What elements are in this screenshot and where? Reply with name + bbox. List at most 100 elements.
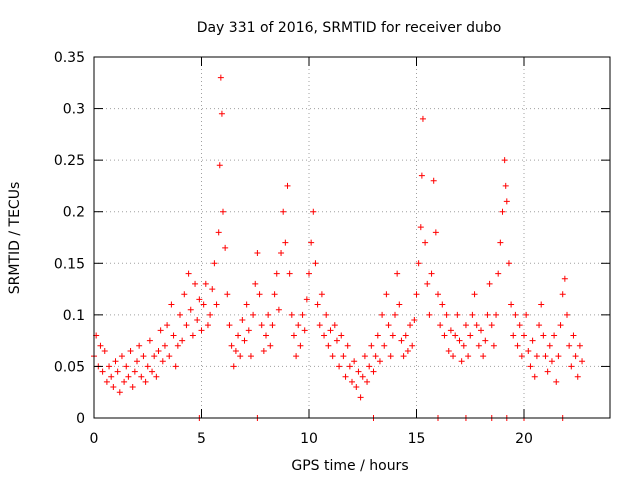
data-point [551,332,558,339]
data-point [265,311,272,318]
data-point [501,157,508,164]
data-point [144,363,151,370]
data-point [396,301,403,308]
data-point [297,342,304,349]
data-point [482,337,489,344]
data-point [218,110,225,117]
data-point [574,373,581,380]
data-point [97,342,104,349]
data-point [258,322,265,329]
data-point [538,301,545,308]
data-point [359,373,366,380]
data-point [114,368,121,375]
data-point [108,373,115,380]
data-point [327,327,334,334]
data-point [480,353,487,360]
data-point [447,327,454,334]
data-point [502,182,509,189]
data-point [495,270,502,277]
y-tick-label: 0 [76,411,85,427]
data-point [168,301,175,308]
data-point [215,229,222,236]
data-point [310,208,317,215]
data-point [525,347,532,354]
data-point [516,322,523,329]
data-point [140,353,147,360]
data-point [445,347,452,354]
data-point [523,311,530,318]
data-point [533,353,540,360]
x-tick-label: 10 [300,431,318,447]
data-point [402,332,409,339]
data-point [155,347,162,354]
data-point [159,358,166,365]
data-point [226,322,233,329]
data-point [422,239,429,246]
data-point [415,260,422,267]
data-point [232,347,239,354]
data-point [454,311,461,318]
y-tick-label: 0.2 [63,205,85,221]
data-point [542,353,549,360]
data-point [216,162,223,169]
data-point [106,363,113,370]
data-point [157,327,164,334]
data-point [364,378,371,385]
data-point [490,342,497,349]
y-tick-label: 0.15 [54,256,85,272]
data-point [187,306,194,313]
data-point [99,368,106,375]
data-point [181,291,188,298]
data-point [194,317,201,324]
data-point [325,342,332,349]
data-point [136,342,143,349]
data-point [112,358,119,365]
data-point [441,332,448,339]
data-point [385,322,392,329]
data-point [529,337,536,344]
data-point [237,353,244,360]
data-point [473,322,480,329]
data-point [247,353,254,360]
data-point [250,311,257,318]
data-point [426,311,433,318]
data-point [280,208,287,215]
data-point [467,332,474,339]
data-point [142,378,149,385]
data-point [316,322,323,329]
data-point [557,322,564,329]
data-point [220,208,226,215]
data-point [134,358,140,365]
data-point [407,322,414,329]
data-point [245,327,252,334]
data-point [179,337,186,344]
data-point [409,342,416,349]
data-point [372,353,379,360]
data-point [471,291,478,298]
data-point [439,301,446,308]
x-axis-label: GPS time / hours [291,458,408,474]
data-point [207,311,214,318]
data-point [230,363,237,370]
data-point [437,322,444,329]
data-point [312,260,319,267]
data-point [486,280,493,287]
data-point [475,342,482,349]
y-tick-label: 0.1 [63,308,85,324]
data-point [344,342,351,349]
data-point [568,363,575,370]
data-point [503,198,510,205]
data-point [241,337,248,344]
data-point [172,363,179,370]
data-point [323,311,330,318]
data-point [527,363,534,370]
data-point [443,311,450,318]
data-point [269,322,276,329]
data-point [493,311,500,318]
data-point [293,353,300,360]
data-point [183,322,190,329]
data-point [110,384,117,391]
data-point [185,270,192,277]
data-point [452,332,459,339]
data-point [576,342,583,349]
